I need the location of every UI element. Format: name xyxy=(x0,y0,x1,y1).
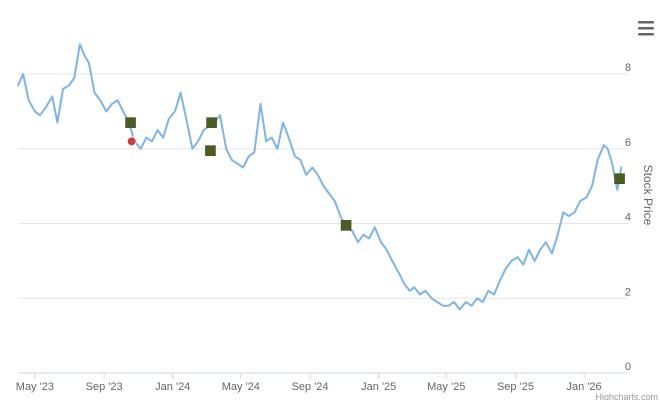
y-axis-ticks: 0 2 4 6 8 xyxy=(625,62,631,373)
y-tick-label: 8 xyxy=(625,62,631,74)
x-tick-label: Jan '26 xyxy=(567,381,602,393)
event-markers xyxy=(125,117,625,231)
price-series-line xyxy=(17,43,623,311)
event-marker-square xyxy=(205,145,216,156)
x-tick-label: Sep '24 xyxy=(292,381,329,393)
x-axis-ticks: May '23 Sep '23 Jan '24 May '24 Sep '24 Jan '… xyxy=(16,373,602,393)
y-tick-label: 4 xyxy=(625,212,631,224)
event-marker-circle xyxy=(126,136,137,147)
credits-link[interactable]: Highcharts.com xyxy=(595,392,658,400)
x-tick-label: May '23 xyxy=(16,381,54,393)
hamburger-menu-icon xyxy=(638,21,654,36)
x-tick-label: May '25 xyxy=(427,381,465,393)
event-marker-square xyxy=(614,173,625,184)
y-axis-title: Stock Price xyxy=(641,165,655,226)
x-tick-label: Jan '24 xyxy=(155,381,190,393)
grid-lines xyxy=(18,73,628,374)
x-tick-label: May '24 xyxy=(222,381,260,393)
y-tick-label: 0 xyxy=(625,361,631,373)
event-marker-square xyxy=(206,117,217,128)
x-tick-label: Jan '25 xyxy=(361,381,396,393)
x-tick-label: Sep '23 xyxy=(86,381,123,393)
x-tick-label: Sep '25 xyxy=(497,381,534,393)
chart-menu-button[interactable] xyxy=(632,16,654,38)
y-tick-label: 2 xyxy=(625,286,631,298)
y-tick-label: 6 xyxy=(625,137,631,149)
event-marker-square xyxy=(125,117,136,128)
event-marker-square xyxy=(340,220,352,231)
